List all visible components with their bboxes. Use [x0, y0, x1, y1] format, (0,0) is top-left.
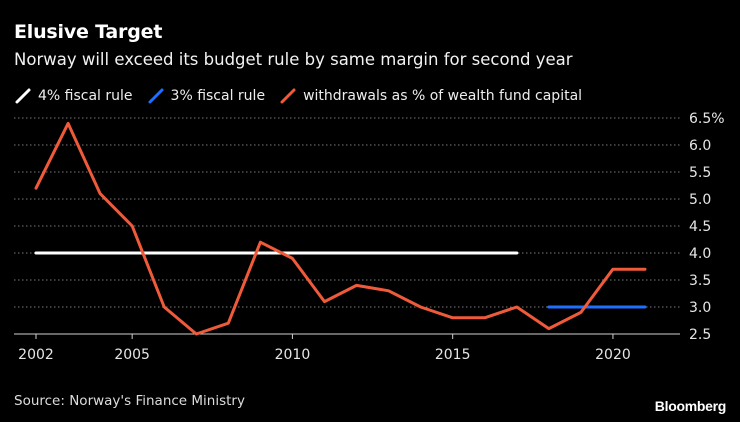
- series-withdrawals-point: [387, 290, 389, 292]
- chart-subtitle: Norway will exceed its budget rule by sa…: [14, 50, 573, 69]
- series-withdrawals-point: [291, 257, 293, 259]
- series-withdrawals-line: [34, 121, 647, 336]
- series-withdrawals-point: [451, 317, 453, 319]
- series-withdrawals-point: [195, 333, 197, 335]
- y-tick-label: 5.0: [689, 192, 711, 208]
- chart-title: Elusive Target: [14, 21, 163, 43]
- legend-label-4pct: 4% fiscal rule: [38, 88, 133, 104]
- bloomberg-logo: Bloomberg: [654, 398, 727, 414]
- series-3pct-fiscal-rule-point: [548, 306, 550, 308]
- series-withdrawals-point: [131, 225, 133, 227]
- x-tick-label: 2010: [275, 347, 311, 363]
- x-tick-label: 2002: [18, 347, 54, 363]
- series-withdrawals-point: [548, 327, 550, 329]
- legend: 4% fiscal rule 3% fiscal rule withdrawal…: [14, 87, 596, 105]
- y-tick-label: 3.0: [689, 300, 711, 316]
- series-withdrawals-point: [323, 300, 325, 302]
- legend-item-4pct: 4% fiscal rule: [14, 87, 133, 105]
- legend-label-withdrawals: withdrawals as % of wealth fund capital: [303, 88, 583, 104]
- x-tick-label: 2005: [114, 347, 150, 363]
- series-withdrawals-point: [227, 322, 229, 324]
- y-tick-label: 2.5: [689, 327, 711, 343]
- series-withdrawals-point: [99, 192, 101, 194]
- series-withdrawals-point: [580, 311, 582, 313]
- series-withdrawals-point: [419, 306, 421, 308]
- series-withdrawals-point: [516, 306, 518, 308]
- series-4pct-fiscal-rule-point: [35, 252, 37, 254]
- legend-label-3pct: 3% fiscal rule: [170, 88, 266, 104]
- series-withdrawals-point: [67, 122, 69, 124]
- series-withdrawals-point: [35, 187, 37, 189]
- series-withdrawals-point: [355, 284, 357, 286]
- legend-swatch-3pct-icon: [147, 87, 165, 105]
- y-tick-label: 4.5: [689, 219, 711, 235]
- series-withdrawals-point: [163, 306, 165, 308]
- series-withdrawals-point: [484, 317, 486, 319]
- x-tick-label: 2015: [435, 347, 471, 363]
- series-withdrawals-point: [259, 241, 261, 243]
- y-tick-label: 6.5%: [689, 111, 725, 127]
- y-tick-label: 4.0: [689, 246, 711, 262]
- series-4pct-fiscal-rule-point: [516, 252, 518, 254]
- legend-item-withdrawals: withdrawals as % of wealth fund capital: [279, 87, 582, 105]
- x-tick-label: 2020: [595, 347, 631, 363]
- series-withdrawals-point: [644, 268, 646, 270]
- series-3pct-fiscal-rule-point: [644, 306, 646, 308]
- y-tick-label: 5.5: [689, 165, 711, 181]
- series-withdrawals-point: [612, 268, 614, 270]
- legend-swatch-4pct-icon: [14, 87, 32, 105]
- legend-swatch-withdrawals-icon: [279, 87, 297, 105]
- y-tick-label: 3.5: [689, 273, 711, 289]
- y-tick-label: 6.0: [689, 138, 711, 154]
- source-note: Source: Norway's Finance Ministry: [14, 393, 245, 409]
- legend-item-3pct: 3% fiscal rule: [147, 87, 266, 105]
